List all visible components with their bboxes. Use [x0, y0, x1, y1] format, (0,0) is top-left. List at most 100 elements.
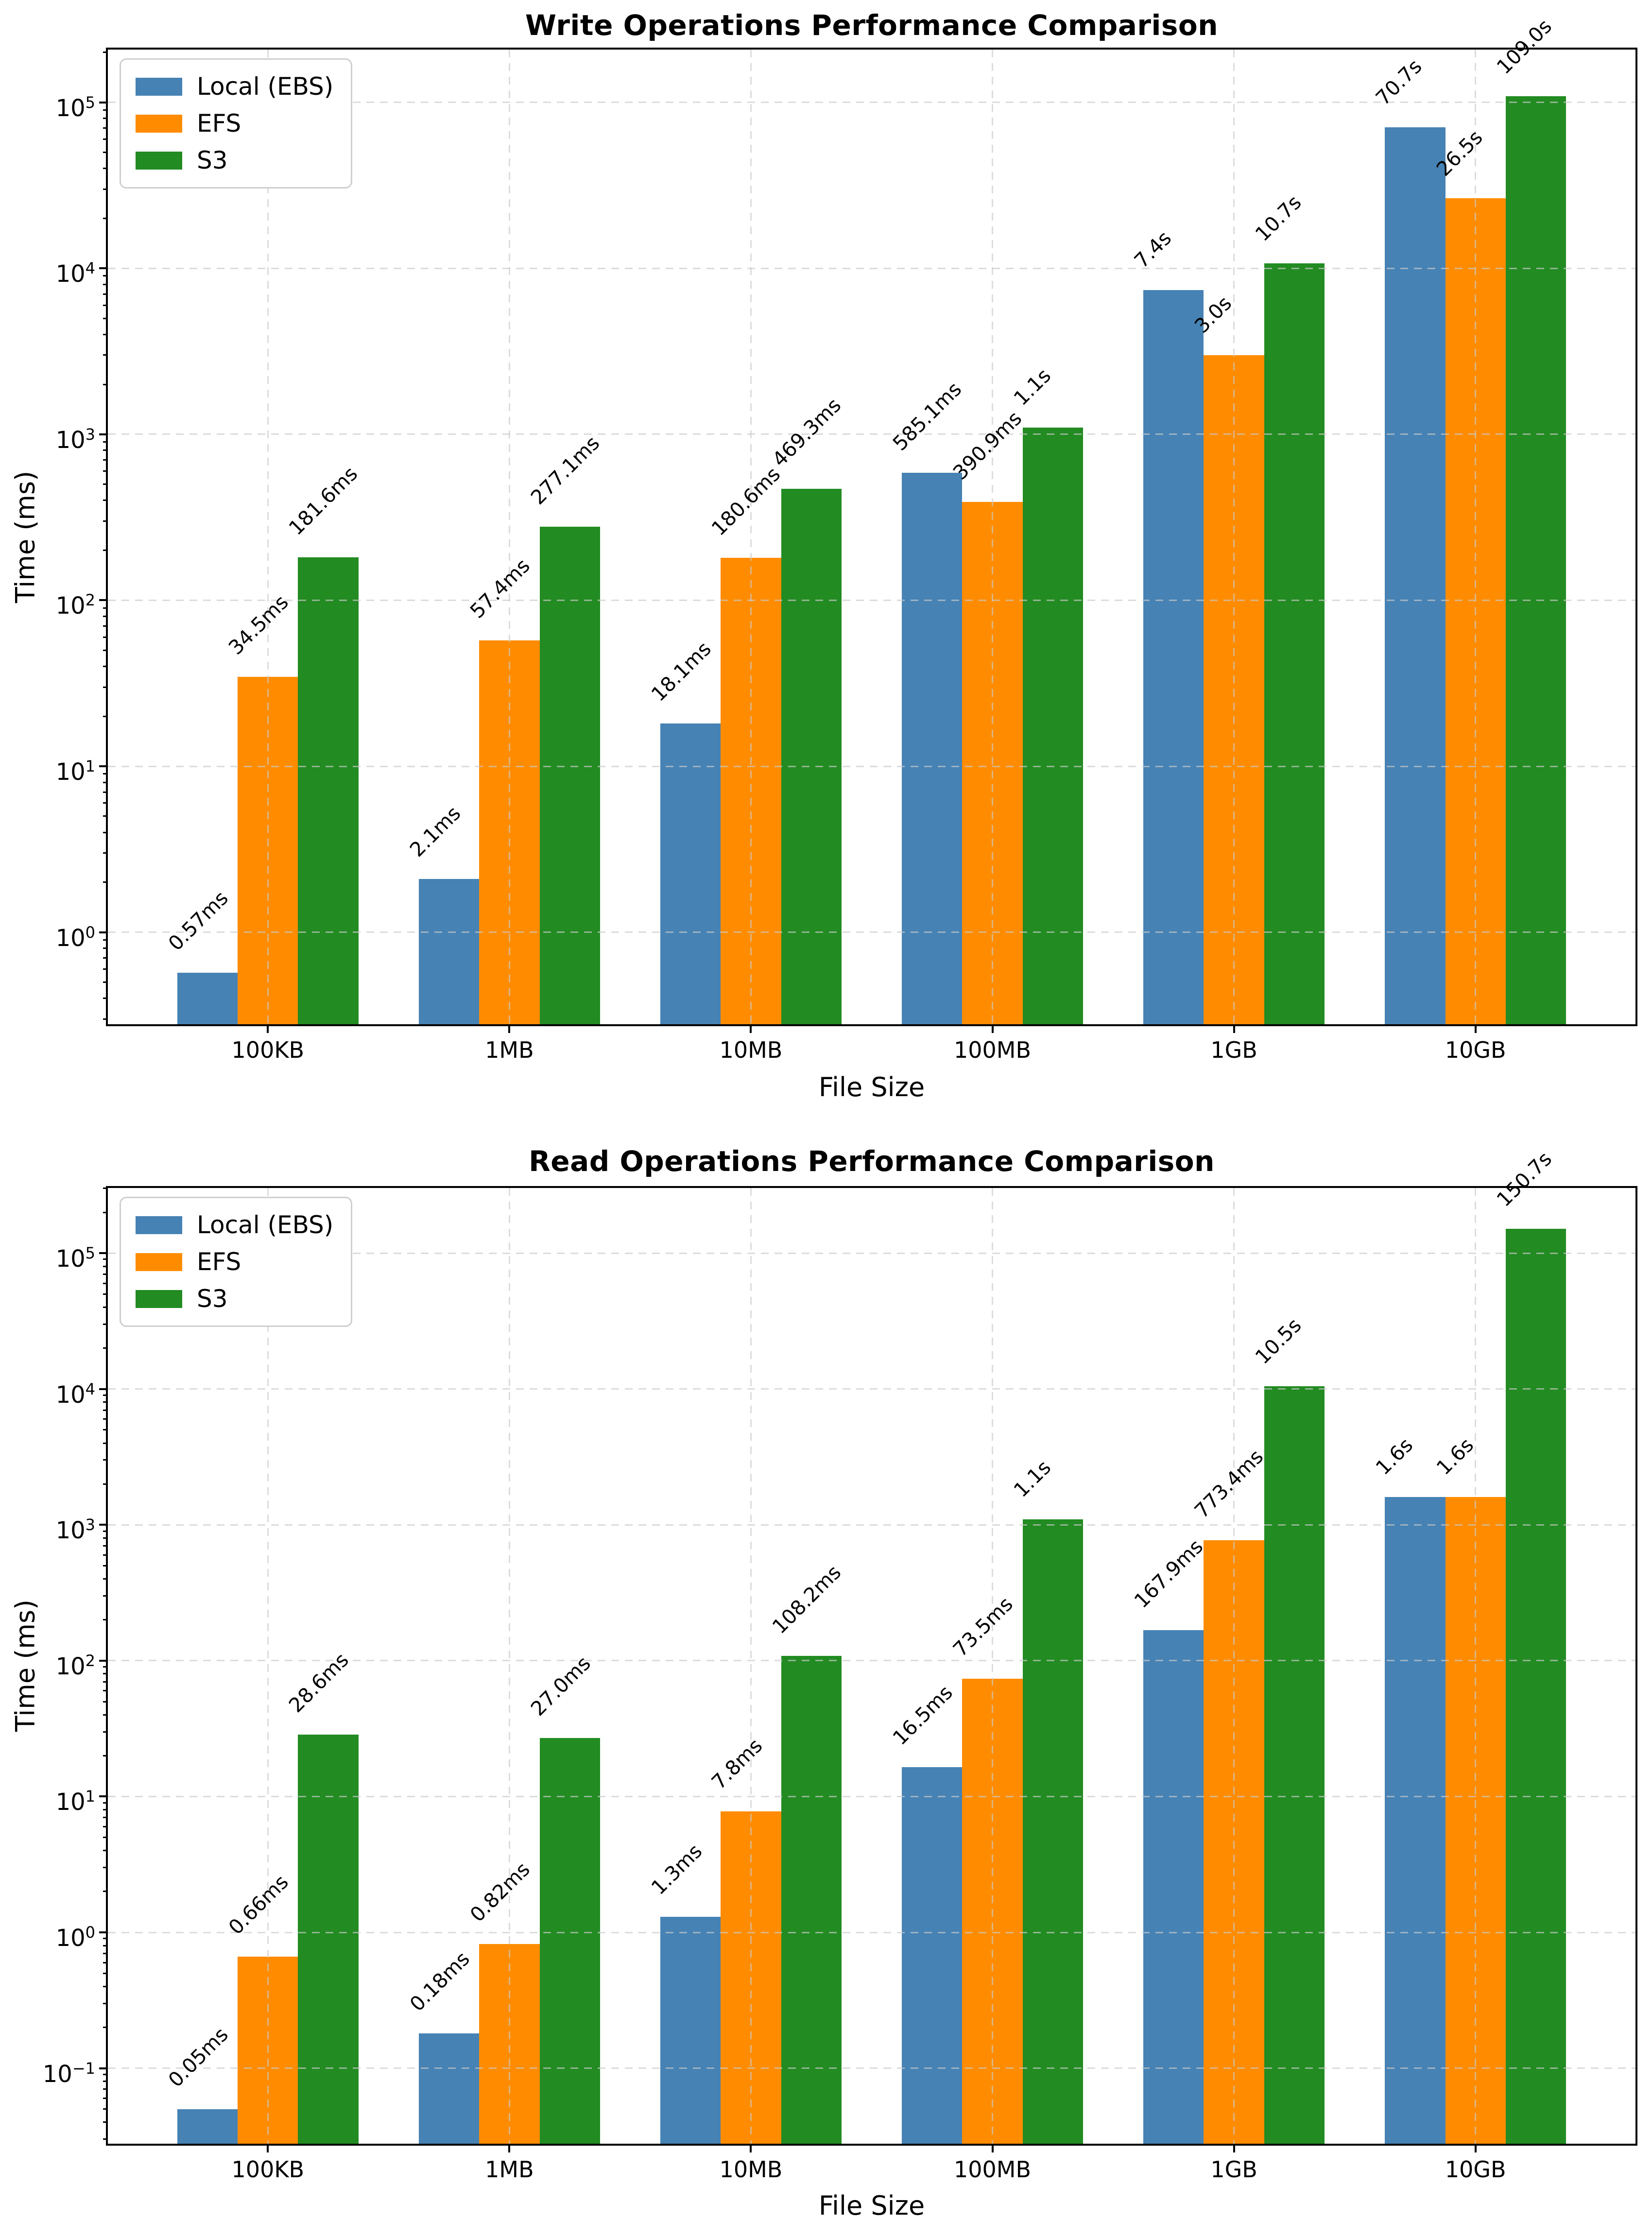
- x-tick: [750, 1024, 752, 1033]
- bar-efs: [1445, 198, 1506, 1024]
- legend-label: EFS: [197, 109, 241, 138]
- y-axis-label: Time (ms): [10, 470, 41, 603]
- bar-value-label: 16.5ms: [888, 1680, 958, 1750]
- bar-s3: [298, 1734, 359, 2144]
- y-tick: [99, 931, 108, 933]
- bar-value-label: 27.0ms: [526, 1652, 595, 1721]
- bar-value-label: 0.57ms: [163, 886, 233, 956]
- y-minor-tick: [103, 1850, 108, 1852]
- y-minor-tick: [103, 686, 108, 688]
- y-tick: [99, 1659, 108, 1662]
- bar-value-label: 1.6s: [1431, 1433, 1478, 1480]
- y-minor-tick: [103, 2138, 108, 2140]
- legend-item: Local (EBS): [136, 1211, 333, 1239]
- y-tick: [99, 1795, 108, 1798]
- y-minor-tick: [103, 118, 108, 120]
- y-minor-tick: [103, 293, 108, 295]
- y-tick-label: 103: [55, 425, 95, 454]
- legend: Local (EBS) EFS S3: [120, 58, 353, 189]
- y-minor-tick: [103, 2098, 108, 2099]
- bar-value-label: 18.1ms: [647, 637, 716, 706]
- y-minor-tick: [103, 1619, 108, 1621]
- bar-efs: [479, 640, 540, 1024]
- y-tick: [99, 1252, 108, 1255]
- y-minor-tick: [103, 1817, 108, 1819]
- y-minor-tick: [103, 1867, 108, 1869]
- x-tick: [991, 1024, 994, 1033]
- bar-s3: [298, 557, 359, 1024]
- bar-value-label: 0.18ms: [405, 1947, 474, 2016]
- y-minor-tick: [103, 2088, 108, 2090]
- legend-swatch: [136, 1290, 182, 1308]
- y-minor-tick: [103, 1962, 108, 1963]
- y-tick: [99, 1931, 108, 1933]
- y-minor-tick: [103, 1187, 108, 1189]
- y-minor-tick: [103, 275, 108, 277]
- y-minor-tick: [103, 1545, 108, 1547]
- bar-value-label: 469.3ms: [767, 393, 845, 472]
- chart-title: Write Operations Performance Comparison: [525, 9, 1219, 42]
- y-minor-tick: [103, 1323, 108, 1325]
- y-tick-label: 100: [55, 1923, 95, 1952]
- legend-label: EFS: [197, 1248, 241, 1276]
- bar-s3: [1022, 427, 1083, 1024]
- bar-s3: [1264, 1386, 1325, 2144]
- y-minor-tick: [103, 304, 108, 306]
- y-minor-tick: [103, 649, 108, 651]
- y-minor-tick: [103, 607, 108, 609]
- y-minor-tick: [103, 354, 108, 356]
- y-tick-label: 102: [55, 1651, 95, 1680]
- bar-efs: [1204, 355, 1264, 1024]
- y-minor-tick: [103, 1401, 108, 1403]
- y-minor-tick: [103, 1595, 108, 1597]
- legend-label: S3: [197, 146, 228, 174]
- y-minor-tick: [103, 1944, 108, 1946]
- y-minor-tick: [103, 715, 108, 717]
- y-minor-tick: [103, 1258, 108, 1260]
- x-tick: [1474, 2144, 1477, 2152]
- bar-s3: [539, 1738, 600, 2144]
- legend-swatch: [136, 114, 182, 133]
- legend-swatch: [136, 77, 182, 96]
- y-minor-tick: [103, 383, 108, 385]
- y-minor-tick: [103, 333, 108, 335]
- bar-value-label: 277.1ms: [526, 431, 604, 510]
- y-minor-tick: [103, 1731, 108, 1733]
- y-minor-tick: [103, 1306, 108, 1308]
- y-minor-tick: [103, 483, 108, 485]
- y-minor-tick: [103, 1293, 108, 1295]
- x-tick: [750, 2144, 752, 2152]
- y-minor-tick: [103, 459, 108, 461]
- y-minor-tick: [103, 625, 108, 627]
- y-minor-tick: [103, 1530, 108, 1532]
- y-minor-tick: [103, 168, 108, 170]
- y-minor-tick: [103, 1273, 108, 1275]
- bar-local-ebs: [902, 473, 963, 1024]
- y-minor-tick: [103, 1802, 108, 1804]
- legend-item: EFS: [136, 1248, 333, 1276]
- y-minor-tick: [103, 1265, 108, 1267]
- y-minor-tick: [103, 1018, 108, 1020]
- y-minor-tick: [103, 1409, 108, 1411]
- y-minor-tick: [103, 791, 108, 793]
- bar-local-ebs: [177, 973, 238, 1024]
- bar-value-label: 0.82ms: [465, 1858, 535, 1927]
- legend-item: Local (EBS): [136, 72, 333, 101]
- legend-item: S3: [136, 1285, 333, 1313]
- bar-efs: [721, 557, 781, 1024]
- x-tick-label: 100KB: [231, 2156, 305, 2183]
- bar-value-label: 167.9ms: [1130, 1534, 1208, 1613]
- y-minor-tick: [103, 283, 108, 285]
- bar-value-label: 585.1ms: [888, 378, 966, 456]
- plot-area: Local (EBS) EFS S3 105 104 103 102 101 100 10−1 1…: [43, 1147, 1637, 2183]
- bar-s3: [1505, 96, 1566, 1024]
- bar-value-label: 10.5s: [1250, 1313, 1306, 1369]
- bar-value-label: 73.5ms: [948, 1592, 1018, 1662]
- y-tick: [99, 433, 108, 435]
- y-minor-tick: [103, 781, 108, 783]
- bar-value-label: 28.6ms: [284, 1648, 354, 1717]
- plot-area: Local (EBS) EFS S3 105 104 103 102 101 100 100KB…: [56, 15, 1637, 1063]
- y-tick-label: 103: [55, 1515, 95, 1545]
- y-minor-tick: [103, 616, 108, 618]
